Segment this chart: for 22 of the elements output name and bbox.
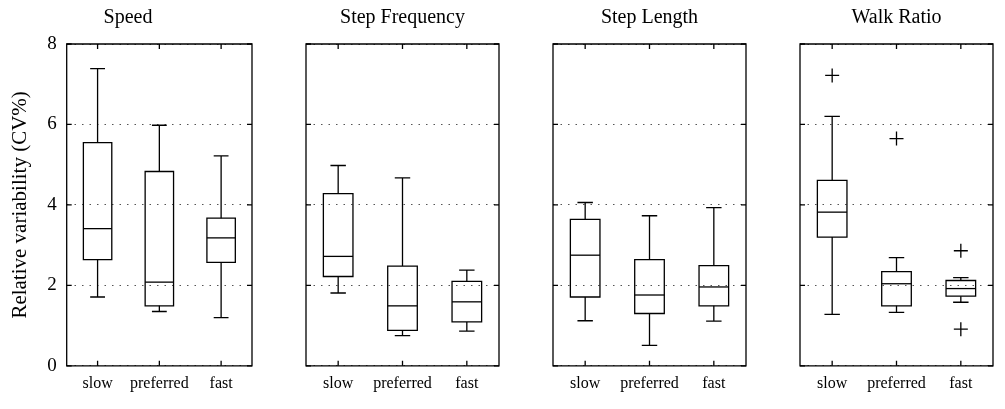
y-tick-label: 6 [47,112,57,134]
x-tick-label: preferred [620,373,679,392]
chart-title: Step Length [600,5,699,29]
x-tick-label: fast [455,373,479,391]
y-tick-label: 8 [47,31,57,53]
x-tick-label: preferred [130,373,189,392]
chart-title: Speed [103,5,153,29]
y-axis-title: Relative variability (CV%) [7,91,32,319]
x-tick-label: fast [702,373,726,391]
x-tick-label: slow [323,373,354,391]
x-tick-label: fast [209,373,234,391]
y-tick-label: 4 [47,192,58,214]
x-tick-label: fast [949,373,973,391]
x-tick-label: slow [570,373,601,391]
x-tick-label: slow [82,373,114,391]
x-tick-label: preferred [867,373,926,392]
chart-title: Walk Ratio [851,5,942,28]
y-tick-label: 2 [47,273,57,295]
chart-title: Step Frequency [340,5,465,29]
x-tick-label: slow [817,373,848,391]
x-tick-label: preferred [373,373,432,392]
y-tick-label: 0 [47,353,57,375]
